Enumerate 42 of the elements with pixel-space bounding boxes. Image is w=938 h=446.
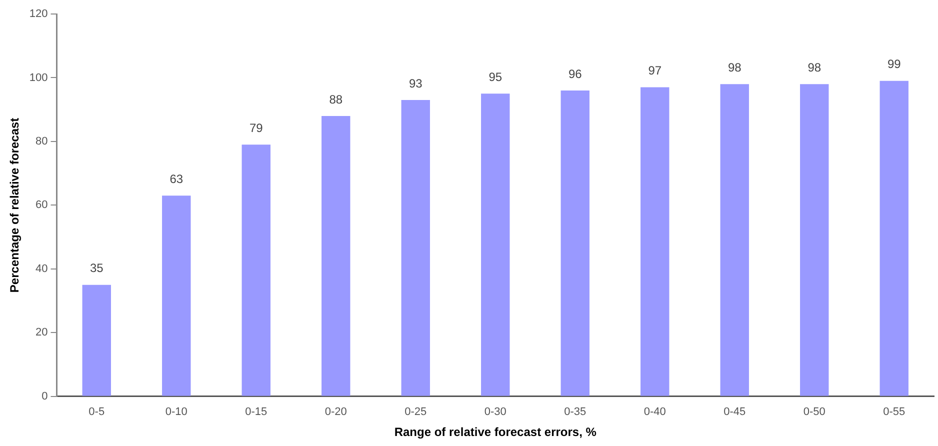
bar [242,144,270,396]
data-label: 96 [568,66,582,81]
data-label: 95 [488,70,502,84]
data-label: 79 [249,120,264,135]
data-label: 63 [170,172,184,186]
bar [640,87,670,396]
data-label: 98 [808,60,822,74]
x-tick-label: 0-20 [324,406,347,418]
y-tick-label: 120 [29,8,48,20]
y-tick-label: 60 [36,199,48,212]
x-tick-label: 0-5 [88,406,105,418]
bar [322,116,350,396]
bar [720,84,749,396]
data-label: 93 [408,76,423,90]
bar [481,94,510,396]
x-tick-label: 0-30 [484,406,506,418]
y-tick-label: 80 [36,136,48,148]
x-tick-label: 0-45 [724,406,746,418]
bar [162,196,191,396]
y-tick-label: 40 [36,262,48,275]
bar [800,84,829,396]
x-tick-label: 0-50 [803,406,826,418]
data-label: 98 [728,60,742,74]
x-tick-label: 0-35 [564,406,586,418]
y-tick-label: 0 [42,390,48,402]
data-label: 99 [887,57,902,72]
bar [880,80,908,396]
data-label: 35 [90,261,104,276]
x-tick-label: 0-40 [644,406,666,418]
x-tick-label: 0-25 [404,406,427,418]
bar [401,100,430,396]
data-label: 97 [648,64,662,78]
bar [82,284,111,396]
x-tick-label: 0-15 [245,406,268,418]
bar [560,90,590,396]
y-tick-label: 100 [29,72,48,84]
x-tick-label: 0-55 [883,406,906,418]
y-tick-label: 20 [36,326,48,339]
y-axis-title: Percentage of relative forecast [8,118,22,293]
x-axis-title: Range of relative forecast errors, % [394,425,597,440]
x-tick-label: 0-10 [165,406,188,418]
data-label: 88 [329,92,343,106]
